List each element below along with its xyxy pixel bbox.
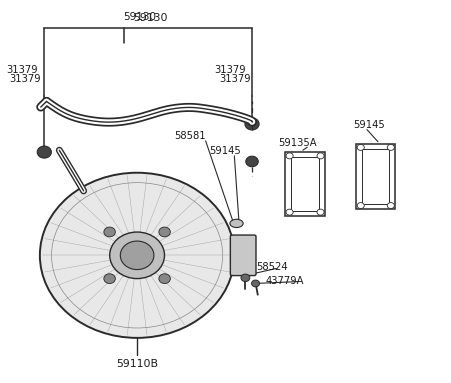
Text: 43779A: 43779A — [265, 276, 304, 286]
FancyBboxPatch shape — [230, 235, 256, 276]
Circle shape — [159, 227, 170, 237]
Circle shape — [241, 274, 250, 282]
Text: 59130: 59130 — [133, 13, 168, 23]
Circle shape — [104, 227, 115, 237]
Circle shape — [286, 153, 293, 159]
Text: 59130: 59130 — [123, 12, 156, 22]
Bar — [356, 144, 395, 210]
Circle shape — [104, 274, 115, 283]
Circle shape — [317, 209, 324, 215]
Circle shape — [317, 153, 324, 159]
Circle shape — [37, 146, 51, 158]
Circle shape — [286, 209, 293, 215]
Circle shape — [159, 274, 170, 283]
Text: 31379: 31379 — [9, 74, 41, 84]
Bar — [362, 149, 390, 205]
Circle shape — [40, 173, 235, 338]
Text: 59145: 59145 — [354, 120, 386, 130]
Circle shape — [357, 144, 364, 151]
Circle shape — [246, 156, 258, 167]
Circle shape — [252, 280, 259, 287]
Text: 59135A: 59135A — [279, 138, 317, 148]
Text: 58524: 58524 — [257, 262, 288, 272]
Circle shape — [110, 232, 165, 278]
Text: 31379: 31379 — [214, 64, 246, 75]
Text: 31379: 31379 — [219, 74, 250, 84]
Text: 59110B: 59110B — [116, 359, 158, 369]
Circle shape — [387, 144, 394, 151]
Circle shape — [387, 203, 394, 209]
Circle shape — [245, 118, 259, 130]
Circle shape — [120, 241, 154, 270]
Text: 59145: 59145 — [209, 146, 240, 156]
Circle shape — [357, 203, 364, 209]
Bar — [291, 157, 319, 211]
Text: 58581: 58581 — [175, 131, 206, 141]
Ellipse shape — [230, 219, 243, 228]
Text: 31379: 31379 — [7, 64, 38, 75]
Bar — [285, 152, 325, 216]
